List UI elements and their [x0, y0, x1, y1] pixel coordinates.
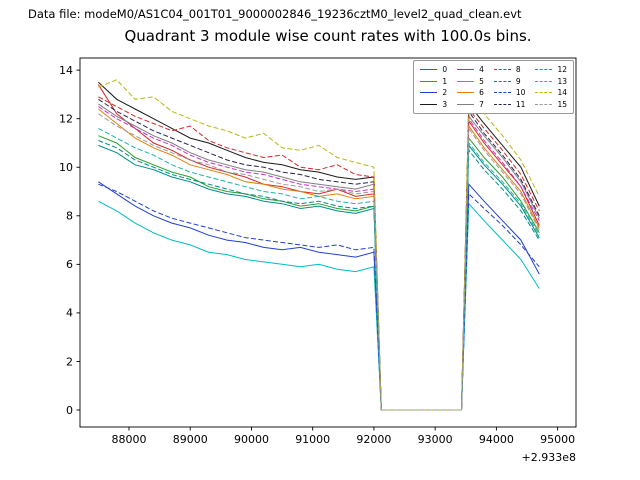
legend-entry-15: 15: [535, 99, 567, 110]
legend-entry-9: 9: [493, 76, 526, 87]
legend-label: 14: [557, 88, 567, 98]
legend-line-sample: [420, 92, 438, 94]
legend-line-sample: [535, 80, 553, 82]
legend-label: 11: [515, 99, 526, 109]
y-tick-label: 8: [66, 210, 73, 223]
legend-label: 3: [442, 99, 448, 109]
legend-line-sample: [457, 103, 475, 105]
legend-entry-13: 13: [535, 76, 567, 87]
legend-entry-4: 4: [457, 64, 484, 75]
legend-entry-12: 12: [535, 64, 567, 75]
legend-label: 0: [442, 65, 448, 75]
legend-label: 10: [515, 88, 526, 98]
series-line-5: [98, 200, 540, 411]
series-line-13: [98, 127, 540, 411]
legend-label: 8: [515, 65, 521, 75]
chart-title: Quadrant 3 module wise count rates with …: [124, 27, 532, 45]
legend-line-sample: [535, 69, 553, 71]
legend-line-sample: [457, 92, 475, 94]
x-tick-label: 91000: [295, 433, 330, 446]
legend-entry-0: 0: [420, 64, 447, 75]
legend-label: 2: [442, 88, 448, 98]
legend-label: 6: [479, 88, 484, 98]
legend-entry-3: 3: [420, 99, 447, 110]
legend-entry-10: 10: [493, 87, 526, 98]
legend-label: 7: [479, 99, 484, 109]
legend-line-sample: [420, 103, 438, 105]
legend-entry-6: 6: [457, 87, 484, 98]
legend-entry-11: 11: [493, 99, 526, 110]
legend-label: 12: [557, 65, 567, 75]
legend-entry-5: 5: [457, 76, 484, 87]
x-tick-label: 92000: [356, 433, 391, 446]
series-line-15: [98, 113, 540, 411]
legend-line-sample: [535, 103, 553, 105]
legend-line-sample: [493, 80, 511, 82]
legend-label: 9: [515, 76, 521, 86]
legend-label: 1: [442, 76, 448, 86]
legend-entry-14: 14: [535, 87, 567, 98]
legend-entry-8: 8: [493, 64, 526, 75]
legend-line-sample: [420, 80, 438, 82]
x-tick-label: 90000: [234, 433, 269, 446]
legend-line-sample: [457, 80, 475, 82]
y-tick-label: 2: [66, 355, 73, 368]
x-tick-label: 93000: [418, 433, 453, 446]
legend-entry-2: 2: [420, 87, 447, 98]
series-line-8: [98, 96, 540, 411]
legend-line-sample: [493, 92, 511, 94]
x-tick-label: 94000: [479, 433, 514, 446]
y-tick-label: 14: [59, 64, 73, 77]
legend-label: 5: [479, 76, 484, 86]
y-tick-label: 12: [59, 112, 73, 125]
series-line-4: [98, 144, 540, 411]
legend-line-sample: [420, 69, 438, 71]
series-line-1: [98, 135, 540, 411]
series-line-14: [98, 79, 540, 411]
legend-line-sample: [535, 92, 553, 94]
series-line-6: [98, 108, 540, 411]
x-tick-label: 95000: [540, 433, 575, 446]
x-tick-label: 89000: [173, 433, 208, 446]
x-tick-label: 88000: [111, 433, 146, 446]
y-tick-label: 10: [59, 161, 73, 174]
legend-line-sample: [493, 69, 511, 71]
series-line-2: [98, 181, 540, 411]
axes-frame: [79, 57, 577, 428]
legend-entry-1: 1: [420, 76, 447, 87]
y-tick-label: 6: [66, 258, 73, 271]
datafile-label: Data file: modeM0/AS1C04_001T01_90000028…: [28, 7, 522, 21]
y-tick-label: 0: [66, 404, 73, 417]
legend-label: 13: [557, 76, 567, 86]
legend-line-sample: [457, 69, 475, 71]
legend: 0 1 2 3 4 5 6 7 8 9 10 11 12 13 14 15: [413, 60, 574, 114]
legend-label: 15: [557, 99, 567, 109]
series-line-10: [98, 183, 540, 411]
legend-line-sample: [493, 103, 511, 105]
series-line-9: [98, 140, 540, 411]
legend-label: 4: [479, 65, 484, 75]
legend-entry-7: 7: [457, 99, 484, 110]
y-tick-label: 4: [66, 307, 73, 320]
x-axis-offset-label: +2.933e8: [521, 451, 576, 464]
